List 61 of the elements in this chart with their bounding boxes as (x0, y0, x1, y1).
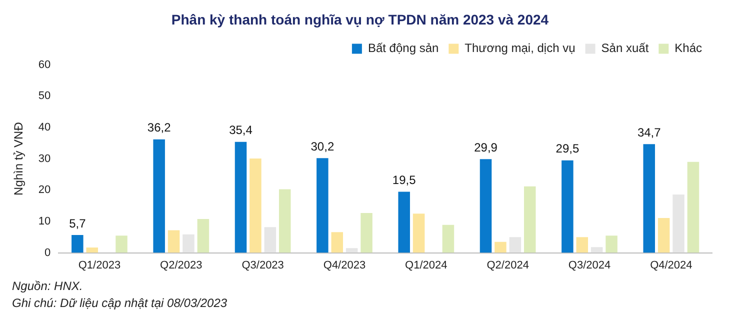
data-label: 19,5 (392, 173, 416, 188)
bar (590, 247, 603, 253)
legend-label: Sản xuất (601, 41, 650, 56)
bar (524, 186, 536, 253)
y-axis-title: Nghìn tỷ VNĐ (12, 122, 26, 196)
bar (250, 158, 262, 253)
data-label: 30,2 (310, 139, 334, 154)
bar (86, 247, 98, 253)
bar (331, 232, 344, 253)
data-label: 34,7 (637, 125, 662, 140)
x-tick-label: Q2/2023 (160, 259, 202, 272)
legend-label: Bất động sản (368, 41, 439, 56)
bar (168, 230, 180, 253)
x-tick-label: Q3/2023 (242, 259, 284, 272)
bar (562, 160, 574, 253)
bar (234, 142, 247, 253)
text: Ghi chú: Dữ liệu cập nhật tại 08/03/2023 (12, 295, 228, 312)
y-tick-label: 0 (44, 246, 51, 259)
bar (197, 218, 210, 253)
bar (360, 213, 372, 253)
x-tick-label: Q1/2024 (405, 259, 448, 272)
bar (687, 162, 700, 253)
bar (494, 242, 506, 253)
bar (576, 237, 588, 253)
y-tick-label: 60 (38, 58, 51, 71)
y-tick-label: 50 (38, 90, 51, 102)
legend-label: Khác (674, 41, 702, 56)
bar (72, 234, 84, 253)
data-label: 35,4 (229, 123, 253, 138)
bar (480, 159, 492, 253)
y-tick-label: 30 (38, 152, 51, 165)
bar (116, 236, 128, 253)
data-label: 5,7 (69, 216, 86, 230)
bar (606, 236, 618, 253)
data-label: 29,9 (474, 140, 498, 154)
text: Nguồn: HNX. (12, 278, 84, 295)
x-tick-label: Q2/2024 (486, 259, 529, 272)
bar (153, 139, 165, 253)
bar (316, 158, 328, 253)
x-tick-label: Q3/2024 (568, 259, 611, 272)
data-label: 36,2 (147, 120, 172, 135)
data-label: 29,5 (556, 142, 580, 156)
x-tick-label: Q4/2023 (323, 259, 366, 272)
bar (398, 192, 410, 253)
bar (442, 224, 454, 253)
chart-title: Phân kỳ thanh toán nghĩa vụ nợ TPDN năm 2023 và 2024 (171, 11, 549, 28)
bar (264, 227, 276, 253)
bar (412, 214, 425, 253)
bar (509, 237, 522, 253)
y-tick-label: 10 (38, 216, 51, 228)
x-tick-label: Q4/2024 (650, 259, 692, 272)
y-tick-label: 40 (38, 122, 51, 134)
bar (672, 194, 684, 253)
bar (182, 234, 194, 253)
bar (278, 189, 291, 253)
x-tick-label: Q1/2023 (78, 259, 121, 272)
bar (346, 248, 358, 253)
bar (643, 144, 655, 253)
legend-label: Thương mại, dịch vụ (464, 41, 576, 56)
y-tick-label: 20 (38, 184, 51, 196)
bar (658, 218, 670, 253)
